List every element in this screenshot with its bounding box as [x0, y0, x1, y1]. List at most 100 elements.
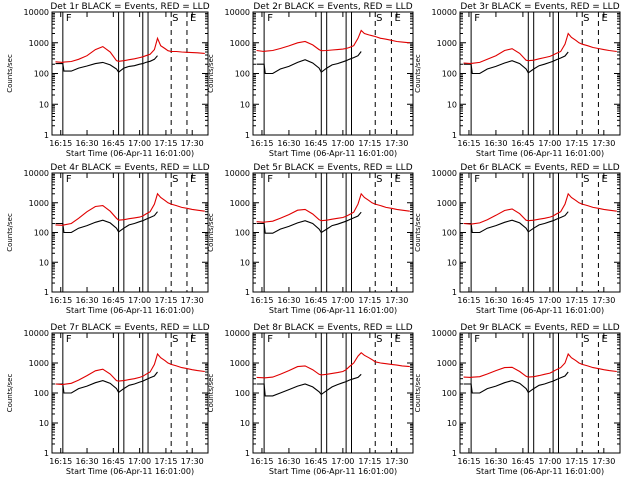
marker-label-f: F	[66, 174, 72, 185]
marker-label-s: S	[376, 13, 382, 24]
y-tick-label: 10000	[432, 169, 457, 178]
marker-label-e: E	[190, 13, 196, 24]
x-tick-label: 16:15	[457, 296, 480, 305]
x-tick-label: 16:30	[75, 296, 98, 305]
y-tick-label: 100	[442, 229, 457, 238]
y-tick-label: 1	[44, 288, 49, 297]
x-tick-label: 17:30	[181, 139, 204, 148]
x-tick-label: 16:45	[304, 457, 327, 466]
marker-label-e: E	[395, 334, 401, 345]
y-tick-label: 1000	[29, 199, 49, 208]
plot-frame	[252, 11, 414, 136]
panel-title: Det 7r BLACK = Events, RED = LLD	[50, 323, 209, 333]
x-tick-label: 16:30	[75, 457, 98, 466]
x-tick-label: 17:30	[181, 296, 204, 305]
y-tick-label: 10000	[24, 329, 49, 338]
marker-label-s: S	[172, 174, 178, 185]
x-tick-label: 16:30	[277, 457, 300, 466]
y-axis-label: Counts/sec	[414, 374, 422, 413]
x-tick-label: 16:45	[511, 139, 534, 148]
panel-4: Det 4r BLACK = Events, RED = LLD 1 10 100 10…	[6, 163, 210, 315]
marker-label-e: E	[602, 13, 608, 24]
y-tick-label: 100	[235, 229, 250, 238]
y-axis-label: Counts/sec	[6, 374, 14, 413]
x-tick-label: 17:00	[538, 139, 561, 148]
x-tick-label: 17:30	[385, 457, 408, 466]
series-line-events	[55, 211, 158, 234]
x-tick-label: 17:15	[358, 139, 381, 148]
plot-frame	[459, 172, 621, 293]
y-tick-label: 10	[240, 258, 250, 267]
plot-frame	[459, 332, 621, 454]
y-tick-label: 10000	[225, 8, 250, 17]
marker-label-s: S	[172, 334, 178, 345]
y-tick-label: 1	[245, 449, 250, 458]
y-tick-label: 10000	[432, 8, 457, 17]
series-line-lld	[55, 352, 205, 386]
x-tick-label: 17:15	[358, 457, 381, 466]
y-tick-label: 10	[447, 100, 457, 109]
y-axis-label: Counts/sec	[6, 54, 14, 93]
series-line-events	[256, 373, 362, 397]
series-line-events	[463, 211, 569, 234]
series-line-lld	[55, 36, 205, 63]
series-line-events	[256, 211, 362, 234]
x-tick-label: 17:00	[538, 457, 561, 466]
y-tick-label: 1000	[29, 359, 49, 368]
panel-7: Det 7r BLACK = Events, RED = LLD 1 10 100 10…	[6, 323, 210, 476]
y-axis-label: Counts/sec	[207, 374, 215, 413]
y-tick-label: 100	[442, 70, 457, 79]
marker-label-f: F	[267, 174, 273, 185]
y-tick-label: 10000	[24, 8, 49, 17]
marker-label-f: F	[474, 174, 480, 185]
x-tick-label: 16:30	[484, 139, 507, 148]
x-axis-label: Start Time (06-Apr-11 16:01:00)	[66, 467, 194, 476]
x-tick-label: 17:15	[565, 139, 588, 148]
y-tick-label: 1	[452, 449, 457, 458]
marker-label-s: S	[583, 13, 589, 24]
panel-5: Det 5r BLACK = Events, RED = LLD 1 10 100 10…	[207, 163, 414, 315]
series-line-lld	[256, 29, 410, 53]
y-tick-label: 10000	[432, 329, 457, 338]
panel-2: Det 2r BLACK = Events, RED = LLD 1 10 100 10…	[207, 2, 414, 158]
y-tick-label: 1	[245, 288, 250, 297]
marker-label-s: S	[376, 334, 382, 345]
series-line-events	[463, 51, 569, 75]
panel-3: Det 3r BLACK = Events, RED = LLD 1 10 100 10…	[414, 2, 621, 158]
x-tick-label: 16:15	[457, 139, 480, 148]
panel-9: Det 9r BLACK = Events, RED = LLD 1 10 100 10…	[414, 323, 621, 476]
x-tick-label: 17:15	[154, 139, 177, 148]
x-tick-label: 17:00	[128, 296, 151, 305]
x-axis-label: Start Time (06-Apr-11 16:01:00)	[476, 467, 604, 476]
x-tick-label: 16:45	[304, 139, 327, 148]
x-tick-label: 17:30	[592, 139, 615, 148]
y-tick-label: 10	[39, 100, 49, 109]
x-axis-label: Start Time (06-Apr-11 16:01:00)	[269, 467, 397, 476]
x-tick-label: 17:30	[385, 139, 408, 148]
y-tick-label: 10	[240, 419, 250, 428]
x-tick-label: 16:15	[250, 457, 273, 466]
x-tick-label: 17:00	[331, 296, 354, 305]
marker-label-f: F	[474, 334, 480, 345]
y-tick-label: 100	[34, 229, 49, 238]
y-axis-label: Counts/sec	[414, 213, 422, 252]
y-tick-label: 1	[245, 131, 250, 140]
panel-title: Det 2r BLACK = Events, RED = LLD	[253, 2, 412, 12]
y-axis-label: Counts/sec	[207, 213, 215, 252]
series-line-events	[463, 371, 569, 394]
y-tick-label: 100	[442, 389, 457, 398]
x-tick-label: 17:00	[128, 457, 151, 466]
x-tick-label: 16:30	[277, 296, 300, 305]
marker-label-e: E	[190, 334, 196, 345]
y-tick-label: 1	[44, 131, 49, 140]
x-tick-label: 17:15	[565, 296, 588, 305]
x-tick-label: 17:15	[154, 296, 177, 305]
x-axis-label: Start Time (06-Apr-11 16:01:00)	[269, 149, 397, 158]
x-tick-label: 16:30	[484, 296, 507, 305]
x-tick-label: 16:45	[102, 296, 125, 305]
y-axis-label: Counts/sec	[207, 54, 215, 93]
plot-frame	[51, 332, 209, 454]
y-tick-label: 100	[34, 70, 49, 79]
x-tick-label: 16:15	[457, 457, 480, 466]
